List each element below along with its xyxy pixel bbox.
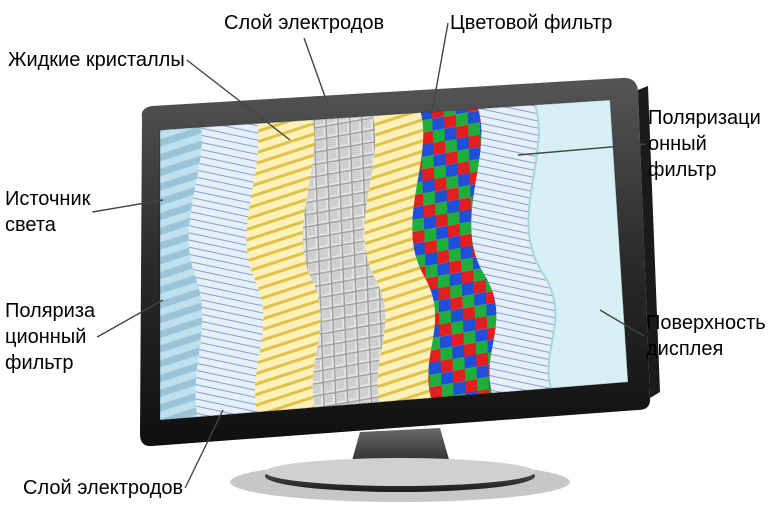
label-display-surface: Поверхностьдисплея	[646, 310, 766, 362]
label-liquid-crystals-line: Жидкие кристаллы	[8, 47, 185, 73]
leader-electrode-layer-top	[304, 38, 328, 105]
label-light-source: Источниксвета	[5, 186, 90, 238]
label-polarization-right-line: фильтр	[648, 157, 761, 183]
label-electrode-layer-bot: Слой электродов	[23, 475, 183, 501]
lcd-layers	[150, 92, 660, 432]
label-polarization-left-line: фильтр	[5, 350, 95, 376]
label-polarization-left: Поляризационныйфильтр	[5, 298, 95, 376]
label-polarization-right-line: онный	[648, 131, 761, 157]
label-color-filter: Цветовой фильтр	[450, 10, 612, 36]
label-polarization-right-line: Поляризаци	[648, 105, 761, 131]
label-liquid-crystals: Жидкие кристаллы	[8, 47, 185, 73]
label-electrode-layer-top: Слой электродов	[224, 10, 384, 36]
monitor-base-top	[265, 458, 535, 486]
label-electrode-layer-bot-line: Слой электродов	[23, 475, 183, 501]
diagram-svg	[0, 0, 784, 514]
label-polarization-left-line: ционный	[5, 324, 95, 350]
label-electrode-layer-top-line: Слой электродов	[224, 10, 384, 36]
label-display-surface-line: дисплея	[646, 336, 766, 362]
label-polarization-right: Поляризационныйфильтр	[648, 105, 761, 183]
label-light-source-line: Источник	[5, 186, 90, 212]
label-display-surface-line: Поверхность	[646, 310, 766, 336]
label-polarization-left-line: Поляриза	[5, 298, 95, 324]
label-light-source-line: света	[5, 212, 90, 238]
label-color-filter-line: Цветовой фильтр	[450, 10, 612, 36]
